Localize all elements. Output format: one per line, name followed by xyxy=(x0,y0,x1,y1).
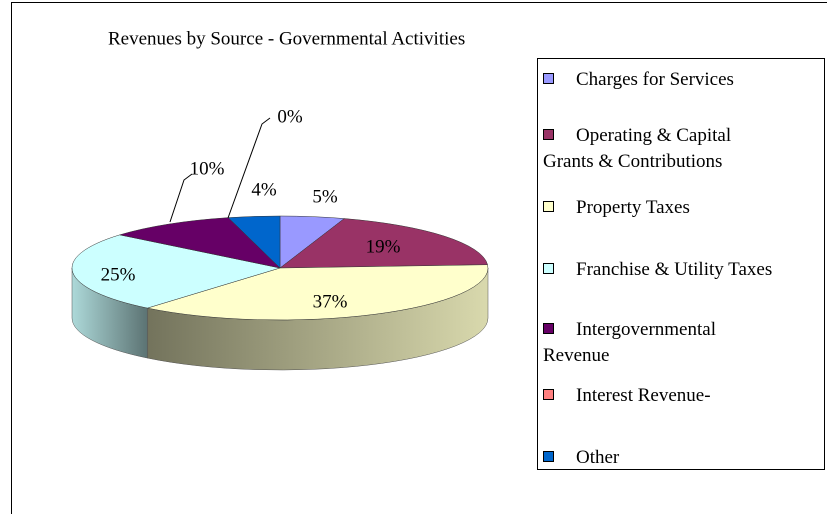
leader-line xyxy=(227,117,271,219)
data-label: 25% xyxy=(101,264,136,285)
legend-item: Charges for Services xyxy=(543,67,823,93)
pie-slice xyxy=(279,218,488,269)
legend-swatch xyxy=(543,389,554,400)
legend-label: Intergovernmental Revenue xyxy=(543,319,716,366)
leader-line xyxy=(169,173,193,223)
chart-border xyxy=(11,2,827,514)
chart-title: Revenues by Source - Governmental Activi… xyxy=(108,28,465,49)
legend-item: Property Taxes xyxy=(543,195,823,221)
legend-label: Franchise & Utility Taxes xyxy=(576,259,773,280)
legend-swatch xyxy=(543,263,554,274)
legend-label: Charges for Services xyxy=(576,69,734,90)
legend-item: Intergovernmental Revenue xyxy=(543,317,743,369)
pie-slice xyxy=(119,217,281,269)
data-label: 37% xyxy=(313,291,348,312)
legend-swatch xyxy=(543,323,554,334)
legend-swatch xyxy=(543,201,554,212)
data-label: 19% xyxy=(366,236,401,257)
legend-label: Property Taxes xyxy=(576,197,690,218)
legend-item: Operating & Capital Grants & Contributio… xyxy=(543,123,783,175)
legend-label: Interest Revenue- xyxy=(576,385,711,406)
legend: Charges for Services Operating & Capital … xyxy=(537,58,825,470)
legend-item: Franchise & Utility Taxes xyxy=(543,257,825,283)
pie-slice xyxy=(147,264,489,321)
legend-swatch xyxy=(543,451,554,462)
legend-label: Other xyxy=(576,447,620,468)
data-label: 10% xyxy=(190,158,225,179)
legend-label: Operating & Capital Grants & Contributio… xyxy=(543,125,732,172)
data-label: 5% xyxy=(312,186,338,207)
pie-slice xyxy=(71,234,281,309)
legend-item: Other xyxy=(543,445,823,471)
legend-item: Interest Revenue- xyxy=(543,383,823,409)
legend-swatch xyxy=(543,129,554,140)
data-label: 0% xyxy=(277,106,303,127)
legend-swatch xyxy=(543,73,554,84)
data-label: 4% xyxy=(251,179,277,200)
